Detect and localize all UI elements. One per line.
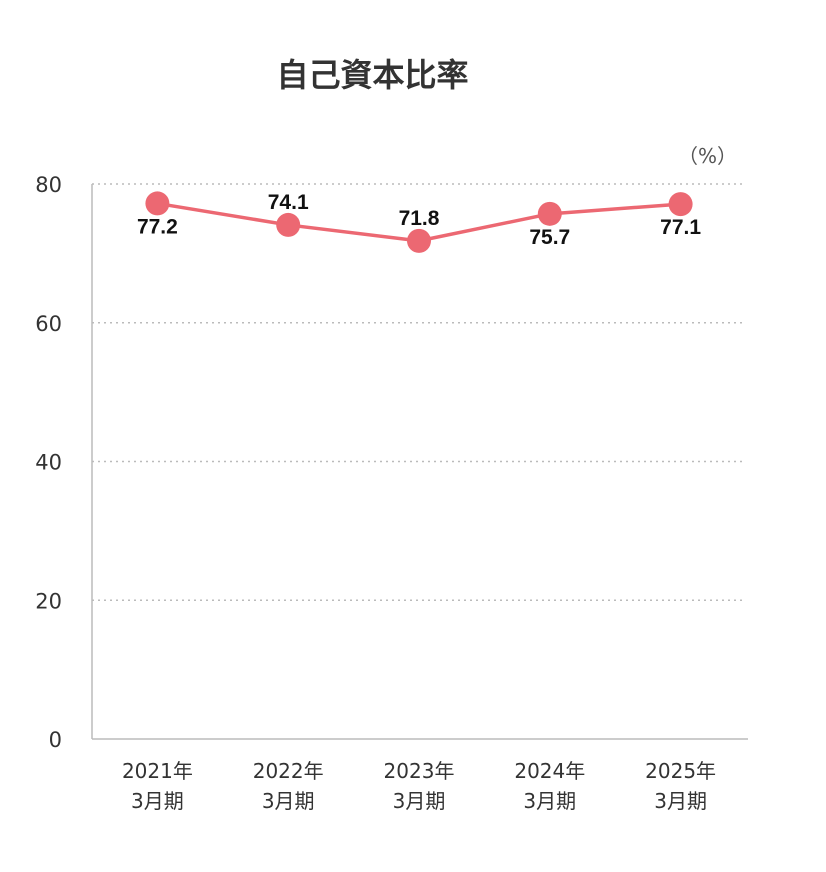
data-point [537,201,562,226]
labels: 77.2 74.1 71.8 75.7 77.1 [137,191,701,249]
x-tick-label: 2023年 [384,759,455,783]
x-tick-label: 3月期 [523,789,576,813]
data-label: 77.2 [137,215,178,238]
data-label: 75.7 [529,226,570,249]
data-point [145,191,170,216]
chart-title: 自己資本比率 [276,56,469,94]
data-label: 71.8 [399,207,440,230]
y-tick-label: 60 [35,312,62,336]
series-line [145,191,693,253]
data-label: 74.1 [268,191,309,214]
unit-label: （%） [678,144,737,168]
data-point [407,228,431,253]
x-tick-label: 2021年 [122,759,193,783]
data-point [668,192,693,217]
data-point [276,212,301,237]
x-tick-label: 2025年 [645,759,716,783]
axes: 0 20 40 60 80 （%） 2021年 3月期 2022年 3月期 2023年 3月期 2024… [35,144,748,813]
x-tick-label: 3月期 [393,789,446,813]
y-tick-label: 0 [49,728,62,752]
data-label: 77.1 [660,216,701,239]
x-tick-label: 3月期 [262,789,315,813]
grid-lines [92,183,746,601]
y-tick-label: 40 [35,451,62,475]
x-tick-label: 3月期 [654,789,707,813]
y-tick-label: 80 [35,173,62,197]
x-tick-label: 2024年 [514,759,585,783]
x-tick-label: 2022年 [253,759,324,783]
x-tick-label: 3月期 [131,789,184,813]
y-tick-label: 20 [35,589,62,613]
